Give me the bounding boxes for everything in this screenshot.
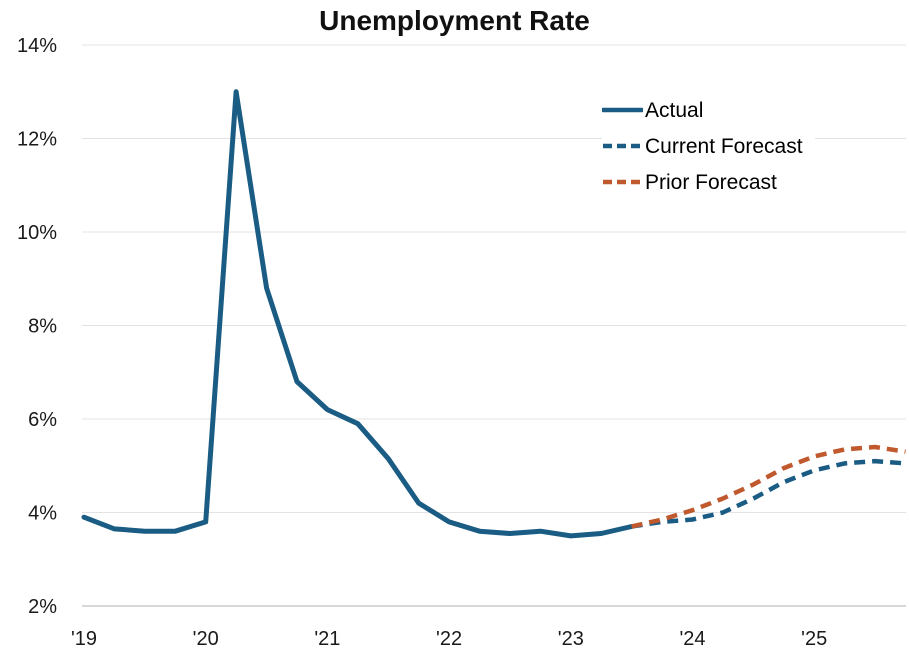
legend-swatch-dashed-orange-line (603, 179, 642, 185)
legend-label-prior-forecast: Prior Forecast (645, 170, 777, 194)
x-tick-label: '19 (71, 628, 97, 650)
legend-item-current-forecast: Current Forecast (602, 128, 803, 164)
y-tick-label: 4% (28, 503, 57, 525)
legend-swatch-solid-line (602, 107, 643, 113)
x-tick-label: '20 (193, 628, 219, 650)
chart-title: Unemployment Rate (319, 5, 590, 36)
series-line-prior-forecast (631, 444, 906, 529)
x-tick-label: '21 (314, 628, 340, 650)
legend: Actual Current Forecast Prior Forecast (602, 92, 815, 200)
y-tick-label: 10% (17, 222, 57, 244)
y-tick-label: 8% (28, 316, 57, 338)
legend-item-prior-forecast: Prior Forecast (602, 164, 803, 200)
series-line-current-forecast (631, 458, 906, 529)
legend-label-current-forecast: Current Forecast (645, 134, 803, 158)
x-tick-label: '22 (436, 628, 462, 650)
y-tick-label: 12% (17, 129, 57, 151)
legend-item-actual: Actual (602, 92, 803, 128)
y-tick-label: 2% (28, 596, 57, 618)
x-tick-label: '23 (558, 628, 584, 650)
y-tick-label: 14% (17, 35, 57, 57)
x-tick-label: '25 (801, 628, 827, 650)
y-tick-label: 6% (28, 409, 57, 431)
legend-label-actual: Actual (645, 98, 704, 122)
series-line-actual (81, 89, 635, 539)
legend-swatch-dashed-blue-line (603, 143, 642, 149)
x-tick-label: '24 (679, 628, 705, 650)
